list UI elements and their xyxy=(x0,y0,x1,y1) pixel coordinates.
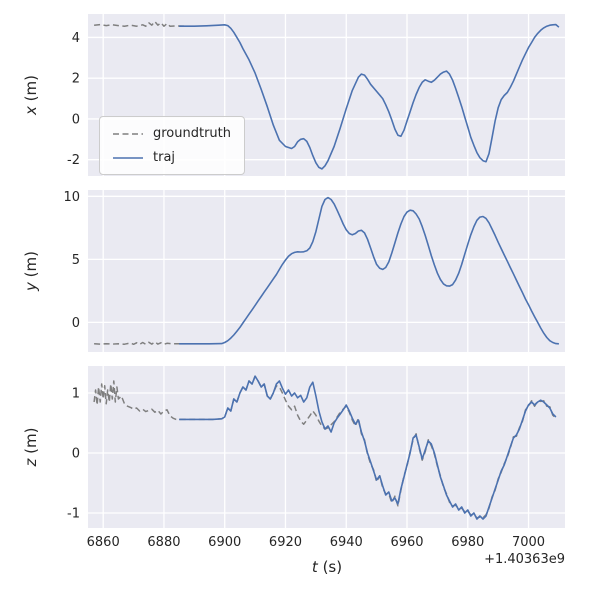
x-tick-label: 6940 xyxy=(330,535,363,550)
plot-area xyxy=(88,366,565,528)
x-tick-label: 7000 xyxy=(512,535,545,550)
x-tick-label: 6880 xyxy=(147,535,180,550)
y-tick-label: 1 xyxy=(72,387,80,402)
y-axis-label-y-var: y xyxy=(22,282,40,291)
y-axis-label-x-var: x xyxy=(22,106,40,115)
y-axis-label-z: z (m) xyxy=(22,428,40,467)
legend-item-traj: traj xyxy=(113,150,231,165)
legend-label: traj xyxy=(153,150,176,165)
legend-item-groundtruth: groundtruth xyxy=(113,126,231,141)
legend-sample-solid-line xyxy=(113,156,143,159)
plot-area xyxy=(88,190,565,352)
x-axis-label-var: t xyxy=(311,558,318,576)
series-traj-line xyxy=(179,375,557,520)
y-tick-label: 0 xyxy=(72,316,80,331)
y-axis-label-x-unit: (m) xyxy=(22,75,40,102)
series-traj-line xyxy=(179,23,560,170)
y-axis-label-z-unit: (m) xyxy=(22,427,40,454)
y-tick-label: 5 xyxy=(72,253,80,268)
y-tick-label: -2 xyxy=(67,153,80,168)
x-tick-label: 6900 xyxy=(208,535,241,550)
y-axis-label-y: y (m) xyxy=(22,251,40,291)
y-tick-label: 10 xyxy=(63,190,80,205)
y-axis-label-x: x (m) xyxy=(22,75,40,115)
x-tick-label: 6860 xyxy=(87,535,120,550)
series-traj-line xyxy=(179,196,559,345)
x-tick-label: 6920 xyxy=(269,535,302,550)
x-axis-label: t (s) xyxy=(312,558,342,576)
y-tick-label: -1 xyxy=(67,507,80,522)
y-axis-label-z-var: z xyxy=(22,458,40,467)
x-axis-label-unit: (s) xyxy=(322,558,343,576)
legend-label: groundtruth xyxy=(153,126,232,141)
x-tick-label: 6980 xyxy=(451,535,484,550)
y-tick-label: 0 xyxy=(72,112,80,127)
y-tick-label: 2 xyxy=(72,72,80,87)
legend: groundtruth traj xyxy=(99,116,246,175)
x-axis-offset-text: +1.40363e9 xyxy=(484,552,565,567)
legend-sample-dashed-line xyxy=(113,132,143,135)
y-tick-label: 4 xyxy=(72,31,80,46)
series-groundtruth-line xyxy=(94,20,195,27)
series-groundtruth-line xyxy=(94,341,195,346)
x-tick-label: 6960 xyxy=(390,535,423,550)
y-axis-label-y-unit: (m) xyxy=(22,251,40,278)
y-tick-label: 0 xyxy=(72,447,80,462)
